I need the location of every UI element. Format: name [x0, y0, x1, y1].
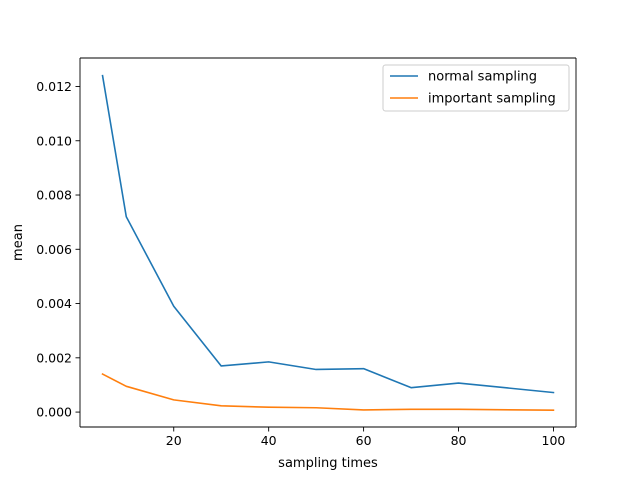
y-axis-label: mean — [11, 224, 26, 261]
x-tick-label: 80 — [451, 433, 467, 448]
x-axis-ticks: 20 40 60 80 100 — [166, 427, 566, 448]
x-tick-label: 40 — [261, 433, 277, 448]
y-tick-label: 0.004 — [36, 296, 72, 311]
x-tick-label: 100 — [542, 433, 566, 448]
legend-label: important sampling — [428, 92, 556, 107]
series-line-1 — [101, 74, 555, 394]
plot-background — [80, 58, 576, 427]
legend-box — [382, 64, 570, 112]
x-axis-label: sampling times — [278, 456, 378, 471]
y-tick-label: 0.010 — [36, 133, 72, 148]
y-tick-label: 0.012 — [36, 79, 72, 94]
legend-label: normal sampling — [428, 70, 537, 85]
y-tick-label: 0.000 — [36, 405, 72, 420]
y-axis-ticks: 0.000 0.002 0.004 0.006 0.008 0.010 0.012 — [36, 79, 80, 420]
series-lines — [101, 74, 555, 411]
y-tick-label: 0.008 — [36, 188, 72, 203]
series-line-2 — [101, 373, 555, 411]
x-tick-label: 20 — [166, 433, 182, 448]
plot-area — [80, 58, 576, 427]
y-tick-label: 0.002 — [36, 350, 72, 365]
x-tick-label: 60 — [356, 433, 372, 448]
y-tick-label: 0.006 — [36, 242, 72, 257]
legend: normal sampling important sampling — [382, 64, 570, 112]
axes-frame — [79, 57, 577, 428]
